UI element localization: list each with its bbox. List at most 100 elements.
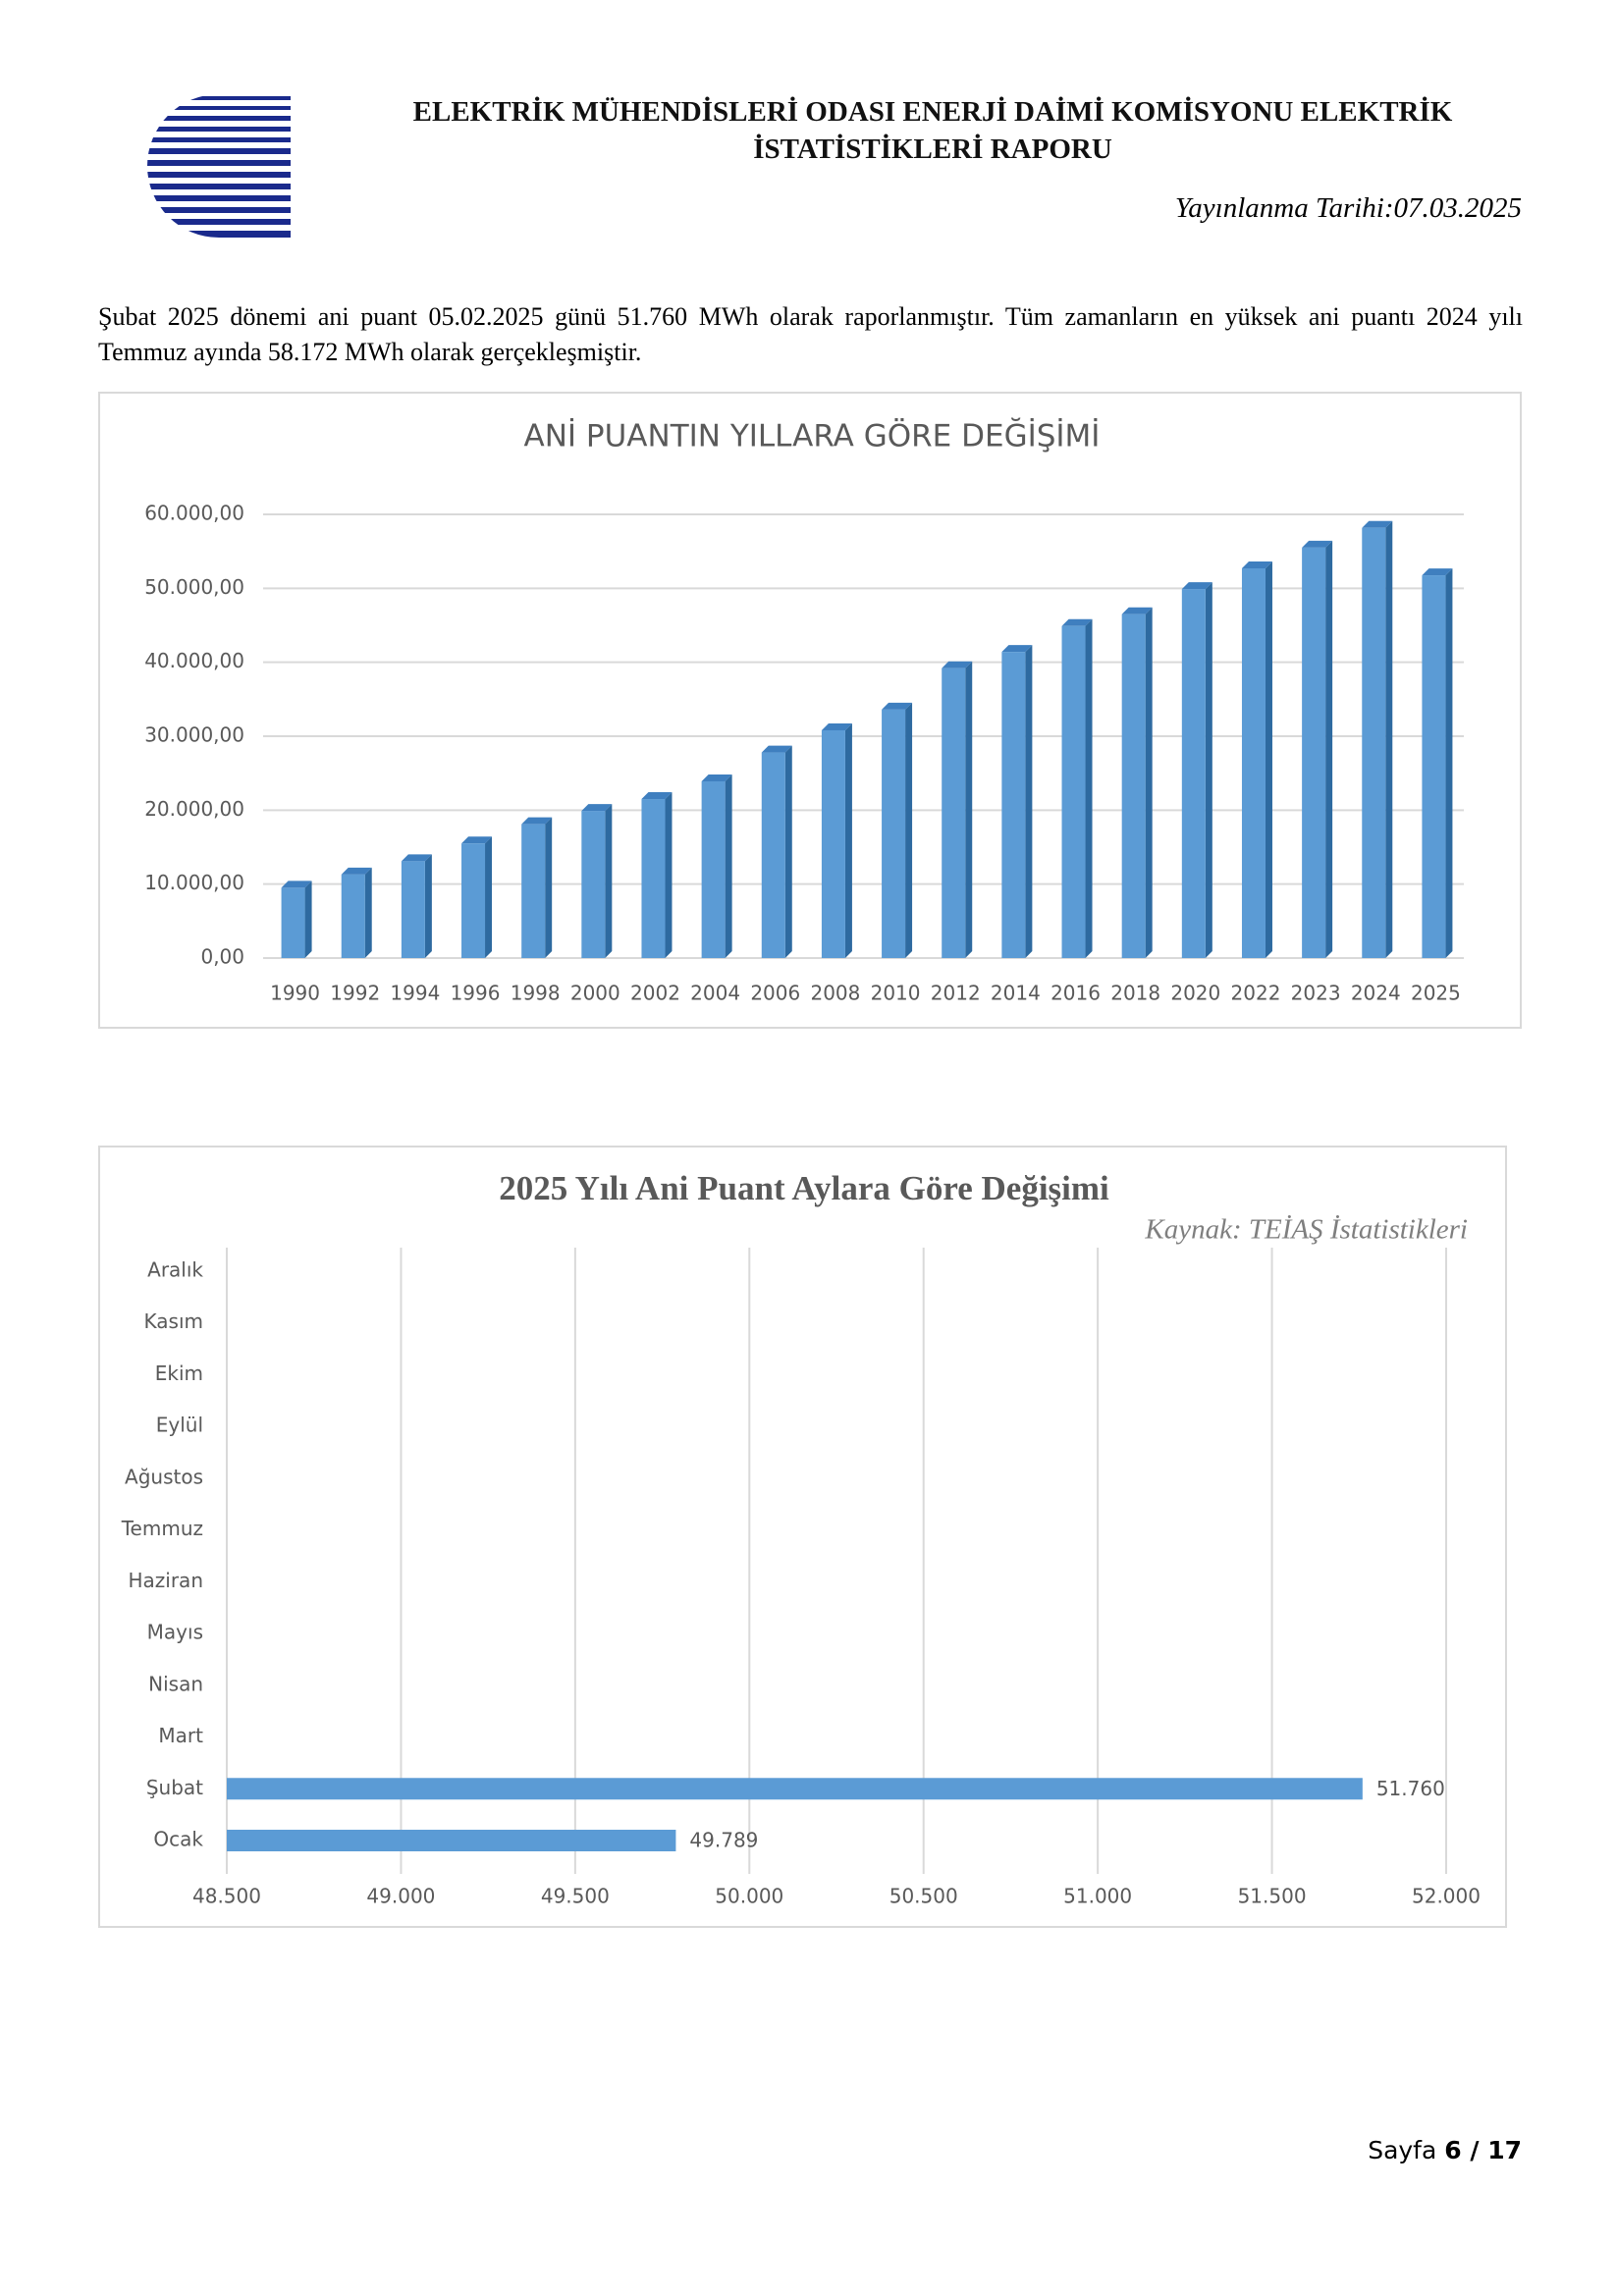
x-tick-label: 51.000 [1063, 1885, 1132, 1908]
bar-top [1121, 607, 1153, 614]
bar-side [905, 702, 913, 958]
x-tick-label: 48.500 [192, 1885, 261, 1908]
bar [1422, 575, 1446, 958]
y-tick-label: 30.000,00 [144, 723, 244, 747]
x-tick-label: 50.500 [889, 1885, 958, 1908]
x-tick-label: 2022 [1231, 982, 1281, 1005]
bar-top [521, 817, 553, 825]
bar-top [1241, 561, 1272, 568]
x-tick-label: 1990 [270, 982, 320, 1005]
x-tick-label: 2024 [1351, 982, 1401, 1005]
y-tick-label: Ağustos [125, 1465, 203, 1488]
bar-side [485, 836, 493, 958]
bar [701, 780, 726, 958]
bar [1181, 589, 1206, 958]
bar [227, 1830, 676, 1851]
chart-title: ANİ PUANTIN YILLARA GÖRE DEĞİŞİMİ [524, 418, 1101, 454]
bar-top [1362, 520, 1393, 528]
x-tick-label: 2010 [871, 982, 921, 1005]
x-tick-label: 49.000 [366, 1885, 435, 1908]
bar-side [844, 722, 852, 958]
bar-side [364, 867, 372, 958]
bar-top [401, 854, 432, 862]
x-tick-label: 52.000 [1412, 1885, 1481, 1908]
x-tick-label: 2004 [690, 982, 740, 1005]
publish-date: Yayınlanma Tarihi:07.03.2025 [1174, 192, 1522, 224]
x-tick-label: 2025 [1411, 982, 1461, 1005]
y-tick-label: Ekim [155, 1362, 203, 1385]
x-tick-label: 2006 [750, 982, 800, 1005]
chart-title: 2025 Yılı Ani Puant Aylara Göre Değişimi [499, 1169, 1109, 1207]
bar-side [545, 817, 553, 958]
chart: 2025 Yılı Ani Puant Aylara Göre Değişimi… [98, 1146, 1507, 1928]
bar [401, 861, 425, 958]
x-tick-label: 2014 [991, 982, 1041, 1005]
bar-top [1001, 645, 1033, 653]
bar-top [761, 745, 792, 753]
bar [227, 1778, 1363, 1800]
y-tick-label: 50.000,00 [144, 575, 244, 599]
report-title: ELEKTRİK MÜHENDİSLERİ ODASI ENERJİ DAİMİ… [412, 96, 1453, 128]
bar [1302, 547, 1326, 958]
bar-top [821, 722, 852, 730]
bar [1241, 567, 1266, 958]
bar [1001, 652, 1026, 958]
y-tick-label: 0,00 [200, 945, 244, 969]
bar-top [1061, 618, 1093, 626]
bar-side [1325, 540, 1333, 958]
bar-top [281, 881, 312, 888]
bar-side [965, 661, 973, 958]
y-tick-label: Temmuz [121, 1517, 203, 1540]
bar-side [1205, 582, 1212, 958]
bar [821, 729, 845, 958]
bar [581, 811, 606, 958]
bar-top [701, 774, 732, 781]
x-tick-label: 2016 [1050, 982, 1101, 1005]
bar-side [304, 881, 312, 958]
y-tick-label: Şubat [146, 1776, 203, 1799]
page-count: 6 / 17 [1444, 2136, 1522, 2164]
y-tick-label: Haziran [128, 1569, 203, 1592]
x-tick-label: 2020 [1170, 982, 1220, 1005]
bar-side [1145, 607, 1153, 958]
bar-side [1445, 568, 1453, 958]
y-tick-label: 60.000,00 [144, 502, 244, 525]
chart: ANİ PUANTIN YILLARA GÖRE DEĞİŞİMİ 0,00 10… [98, 392, 1522, 1029]
page-label: Sayfa [1368, 2136, 1437, 2164]
x-tick-label: 51.500 [1238, 1885, 1307, 1908]
bar [641, 799, 666, 958]
bar-side [1025, 645, 1033, 958]
bar [761, 752, 785, 958]
x-tick-label: 50.000 [715, 1885, 783, 1908]
y-tick-label: 40.000,00 [144, 649, 244, 672]
chart-subtitle: Kaynak: TEİAŞ İstatistikleri [1144, 1214, 1468, 1246]
bar-top [1422, 568, 1453, 576]
x-tick-label: 49.500 [541, 1885, 610, 1908]
x-tick-label: 2008 [810, 982, 860, 1005]
y-tick-label: Mart [158, 1724, 203, 1747]
bar-top [641, 792, 673, 800]
x-tick-label: 2023 [1291, 982, 1341, 1005]
bar [281, 887, 305, 958]
bar-top [882, 702, 913, 710]
data-label: 49.789 [689, 1829, 758, 1852]
bar-side [1265, 561, 1272, 958]
bar-top [461, 836, 493, 844]
bar-side [665, 792, 673, 958]
bar-top [1302, 540, 1333, 548]
y-tick-label: Eylül [156, 1414, 203, 1437]
bar-top [341, 867, 372, 875]
x-tick-label: 1992 [330, 982, 380, 1005]
bar [341, 874, 365, 958]
bar [942, 667, 966, 958]
y-tick-label: Ocak [153, 1828, 203, 1851]
bar-top [1181, 582, 1212, 590]
bar [882, 709, 906, 958]
x-tick-label: 2000 [570, 982, 620, 1005]
y-tick-label: Kasım [144, 1309, 203, 1333]
bar [521, 824, 546, 958]
x-tick-label: 1996 [451, 982, 501, 1005]
bar [461, 843, 486, 958]
x-tick-label: 1998 [511, 982, 561, 1005]
